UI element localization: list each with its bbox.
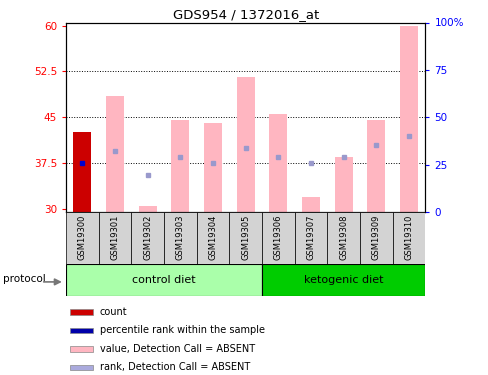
Bar xyxy=(269,114,287,212)
Text: GSM19301: GSM19301 xyxy=(110,214,119,260)
Text: control diet: control diet xyxy=(132,275,196,285)
Bar xyxy=(66,264,262,296)
Bar xyxy=(70,328,93,333)
Bar xyxy=(70,346,93,351)
Text: percentile rank within the sample: percentile rank within the sample xyxy=(100,326,264,335)
Bar xyxy=(139,206,156,212)
Bar xyxy=(131,212,163,264)
Text: GSM19310: GSM19310 xyxy=(404,214,413,260)
Bar xyxy=(392,212,425,264)
Bar xyxy=(99,212,131,264)
Text: GSM19306: GSM19306 xyxy=(273,214,283,260)
Bar xyxy=(171,120,189,212)
Text: GSM19304: GSM19304 xyxy=(208,214,217,260)
Bar xyxy=(399,26,417,212)
Bar xyxy=(73,132,91,212)
Bar xyxy=(106,96,124,212)
Text: protocol: protocol xyxy=(3,274,46,284)
Bar xyxy=(163,212,196,264)
Text: GSM19300: GSM19300 xyxy=(78,214,87,260)
Bar xyxy=(203,123,222,212)
Text: value, Detection Call = ABSENT: value, Detection Call = ABSENT xyxy=(100,344,254,354)
Text: GSM19302: GSM19302 xyxy=(143,214,152,260)
Bar xyxy=(196,212,229,264)
Bar xyxy=(66,212,99,264)
Bar xyxy=(262,264,425,296)
Bar xyxy=(327,212,359,264)
Text: GSM19308: GSM19308 xyxy=(339,214,347,260)
Bar xyxy=(70,364,93,370)
Bar xyxy=(262,212,294,264)
Text: GSM19305: GSM19305 xyxy=(241,214,250,260)
Text: count: count xyxy=(100,307,127,317)
Bar xyxy=(359,212,392,264)
Bar xyxy=(70,309,93,315)
Text: GSM19307: GSM19307 xyxy=(306,214,315,260)
Bar xyxy=(366,120,385,212)
Title: GDS954 / 1372016_at: GDS954 / 1372016_at xyxy=(172,8,318,21)
Text: ketogenic diet: ketogenic diet xyxy=(304,275,383,285)
Text: GSM19309: GSM19309 xyxy=(371,214,380,260)
Text: GSM19303: GSM19303 xyxy=(176,214,184,260)
Bar xyxy=(294,212,327,264)
Bar xyxy=(236,78,254,212)
Bar xyxy=(334,157,352,212)
Text: rank, Detection Call = ABSENT: rank, Detection Call = ABSENT xyxy=(100,362,249,372)
Bar xyxy=(229,212,262,264)
Bar xyxy=(302,196,320,212)
